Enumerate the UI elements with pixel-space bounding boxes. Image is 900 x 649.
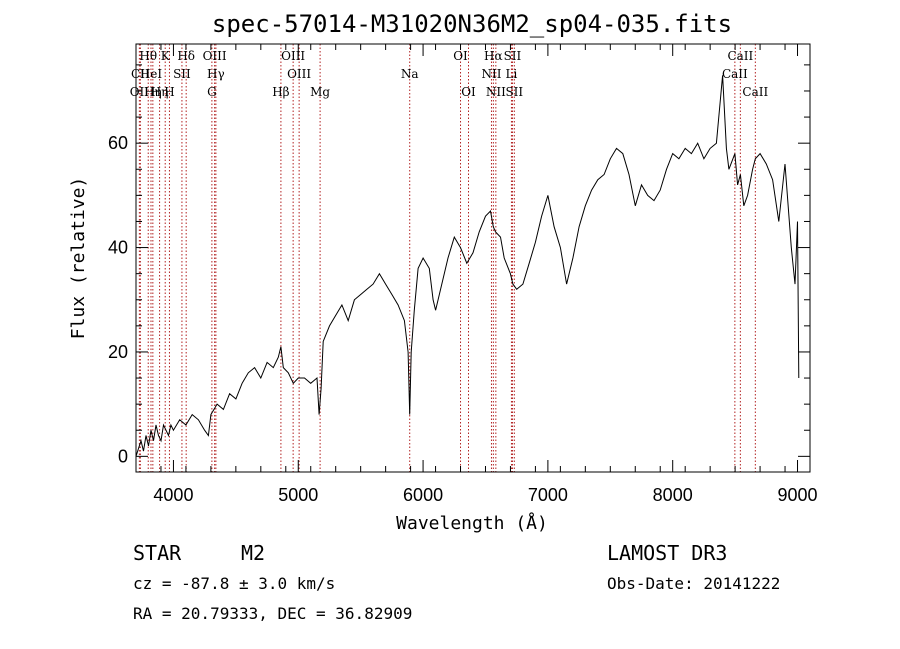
- line-label: OIII: [203, 49, 227, 63]
- line-label: Na: [401, 67, 419, 81]
- line-label: Hη: [151, 85, 169, 99]
- line-label: H: [164, 85, 174, 99]
- line-label: OIII: [281, 49, 305, 63]
- line-label: Mg: [310, 85, 330, 99]
- line-label: NII: [486, 85, 506, 99]
- line-label: Hα: [484, 49, 503, 63]
- chart-title: spec-57014-M31020N36M2_sp04-035.fits: [212, 10, 732, 38]
- y-tick-label: 20: [108, 342, 128, 362]
- x-axis-ticks: 4000 5000 6000 7000 8000 9000: [135, 44, 818, 505]
- line-label: Li: [506, 67, 518, 81]
- x-tick-label: 7000: [528, 485, 568, 505]
- y-tick-label: 60: [108, 133, 128, 153]
- line-label: CaII: [722, 67, 748, 81]
- spectrum-line: [135, 75, 800, 457]
- x-tick-label: 5000: [278, 485, 318, 505]
- line-label: OI: [461, 85, 476, 99]
- x-tick-label: 6000: [403, 485, 443, 505]
- line-label: OI: [453, 49, 468, 63]
- line-label: Hβ: [272, 85, 289, 99]
- line-label: Hδ: [177, 49, 195, 63]
- x-axis-label: Wavelength (Å): [396, 512, 548, 534]
- line-label: OIII: [287, 67, 311, 81]
- line-label: G: [207, 85, 217, 99]
- line-label: Hγ: [207, 67, 225, 81]
- x-tick-label: 4000: [153, 485, 193, 505]
- y-tick-label: 0: [118, 446, 128, 466]
- line-label: SII: [504, 49, 522, 63]
- redshift-cz: cz = -87.8 ± 3.0 km/s: [133, 574, 335, 593]
- coordinates: RA = 20.79333, DEC = 36.82909: [133, 604, 412, 623]
- obs-date: Obs-Date: 20141222: [607, 574, 780, 593]
- line-label: K: [161, 49, 171, 63]
- line-label: OII: [130, 85, 150, 99]
- x-tick-label: 9000: [777, 485, 817, 505]
- y-tick-label: 40: [108, 238, 128, 258]
- line-label: SII: [505, 85, 523, 99]
- subclass: M2: [241, 541, 265, 565]
- line-label: CaII: [727, 49, 753, 63]
- line-label: Hθ: [139, 49, 157, 63]
- spectral-line-markers: [138, 44, 756, 472]
- y-axis-label: Flux (relative): [68, 177, 89, 340]
- line-label: HeI: [140, 67, 163, 81]
- plot-frame: [135, 43, 811, 473]
- y-axis-ticks: 0 20 40 60: [108, 64, 810, 466]
- object-class: STAR: [133, 541, 182, 565]
- line-label: SII: [173, 67, 191, 81]
- x-tick-label: 8000: [653, 485, 693, 505]
- survey-name: LAMOST DR3: [607, 541, 727, 565]
- line-label: Hη: [144, 85, 162, 99]
- line-label: NII: [481, 67, 501, 81]
- line-label: CaII: [742, 85, 768, 99]
